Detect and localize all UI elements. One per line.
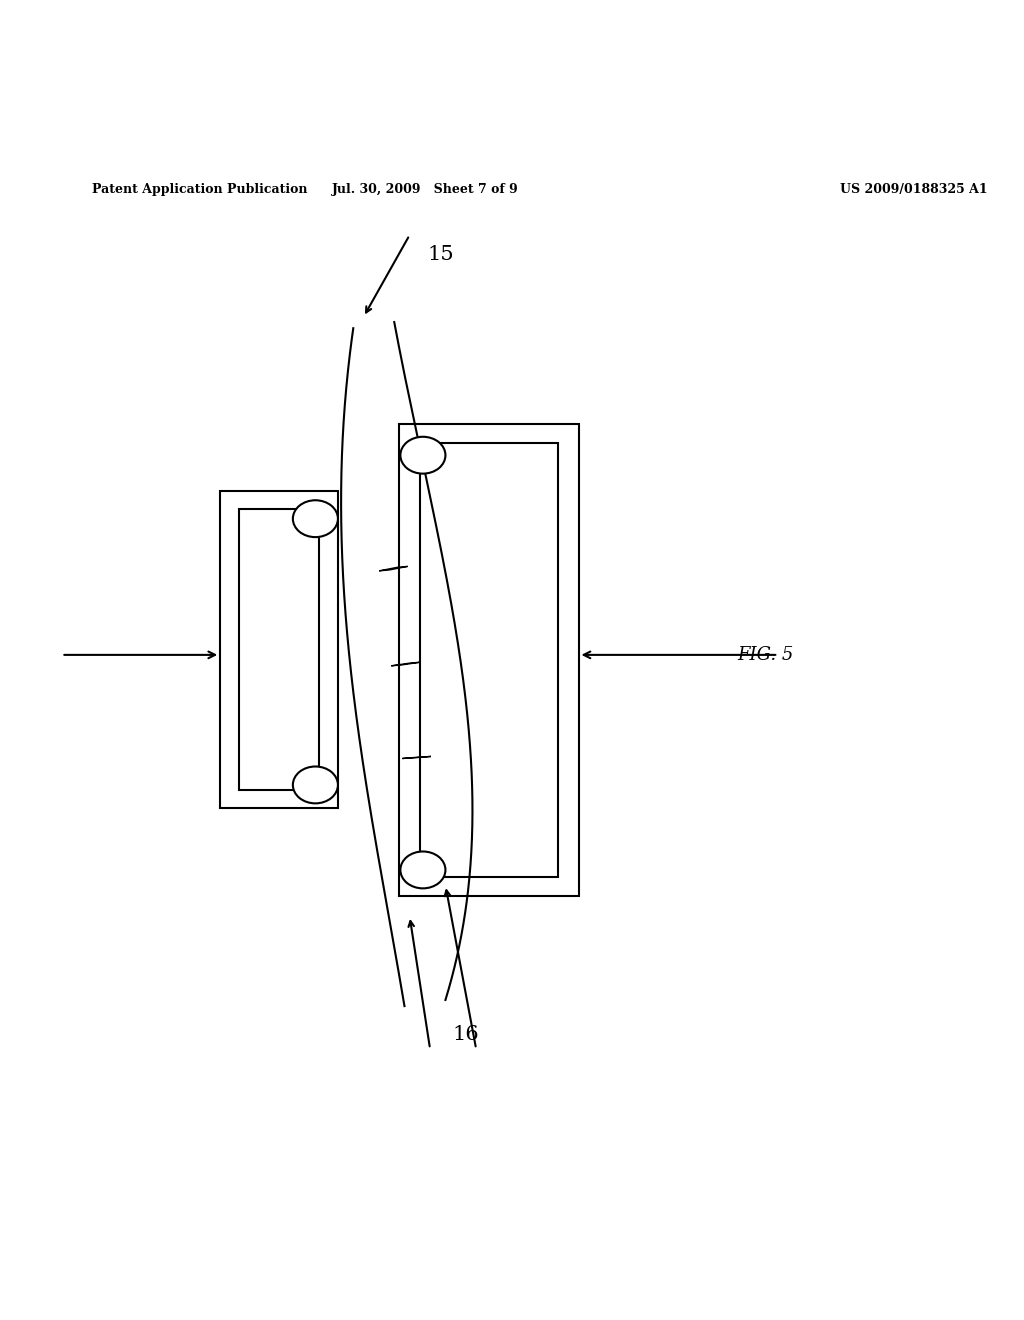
- Text: 15: 15: [427, 246, 454, 264]
- Text: US 2009/0188325 A1: US 2009/0188325 A1: [840, 182, 987, 195]
- Ellipse shape: [400, 851, 445, 888]
- Ellipse shape: [400, 437, 445, 474]
- Text: FIG. 5: FIG. 5: [737, 645, 794, 664]
- Polygon shape: [391, 663, 420, 665]
- Bar: [399, 425, 579, 895]
- Bar: [420, 444, 558, 876]
- Bar: [239, 510, 319, 791]
- Text: Jul. 30, 2009   Sheet 7 of 9: Jul. 30, 2009 Sheet 7 of 9: [332, 182, 518, 195]
- Polygon shape: [402, 756, 431, 759]
- Ellipse shape: [293, 767, 338, 804]
- Bar: [220, 491, 338, 808]
- Polygon shape: [379, 566, 408, 570]
- Text: Patent Application Publication: Patent Application Publication: [92, 182, 307, 195]
- Ellipse shape: [293, 500, 338, 537]
- Text: 16: 16: [453, 1026, 479, 1044]
